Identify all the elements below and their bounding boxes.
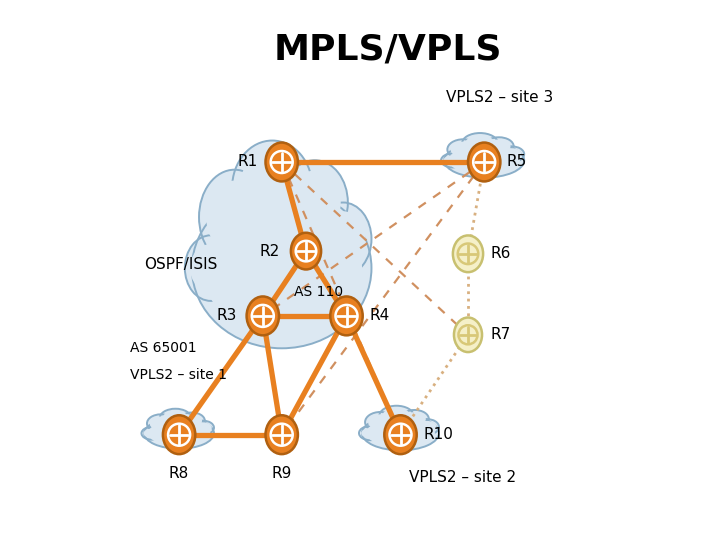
Ellipse shape (379, 406, 414, 426)
Text: VPLS2 – site 3: VPLS2 – site 3 (446, 90, 554, 105)
Text: VPLS2 – site 1: VPLS2 – site 1 (130, 368, 228, 382)
Ellipse shape (202, 202, 362, 334)
Ellipse shape (232, 140, 312, 235)
Ellipse shape (454, 318, 482, 352)
Ellipse shape (462, 133, 498, 153)
Ellipse shape (501, 148, 522, 160)
Text: R7: R7 (491, 327, 511, 342)
Ellipse shape (403, 412, 426, 426)
Ellipse shape (148, 421, 210, 446)
Ellipse shape (143, 429, 160, 438)
Ellipse shape (160, 409, 191, 427)
Ellipse shape (190, 244, 232, 292)
Text: R3: R3 (217, 308, 237, 323)
Ellipse shape (291, 233, 321, 269)
Text: R5: R5 (507, 154, 527, 170)
Ellipse shape (451, 141, 476, 157)
Ellipse shape (192, 421, 214, 435)
Text: R2: R2 (260, 244, 280, 259)
Ellipse shape (182, 415, 202, 427)
Text: R1: R1 (237, 154, 258, 170)
Ellipse shape (147, 414, 174, 433)
Ellipse shape (330, 296, 363, 335)
Ellipse shape (453, 235, 483, 272)
Ellipse shape (368, 414, 392, 430)
Text: AS 110: AS 110 (294, 285, 343, 299)
Ellipse shape (361, 428, 379, 438)
Ellipse shape (266, 143, 298, 181)
Ellipse shape (444, 156, 462, 166)
Ellipse shape (179, 413, 204, 429)
Text: MPLS/VPLS: MPLS/VPLS (274, 32, 502, 66)
Ellipse shape (384, 415, 417, 454)
Ellipse shape (468, 143, 500, 181)
Ellipse shape (199, 170, 270, 265)
Ellipse shape (246, 296, 279, 335)
Ellipse shape (441, 153, 464, 167)
Ellipse shape (449, 146, 520, 174)
Ellipse shape (206, 180, 263, 254)
Ellipse shape (144, 418, 214, 449)
Ellipse shape (400, 410, 429, 428)
Ellipse shape (194, 422, 212, 433)
Ellipse shape (163, 415, 195, 454)
Ellipse shape (365, 412, 395, 433)
Text: R4: R4 (369, 308, 390, 323)
Ellipse shape (484, 137, 513, 156)
Ellipse shape (382, 408, 410, 424)
Ellipse shape (362, 416, 439, 450)
Ellipse shape (282, 160, 348, 245)
Ellipse shape (163, 411, 189, 425)
Ellipse shape (359, 426, 382, 440)
Ellipse shape (239, 151, 305, 224)
Ellipse shape (141, 427, 162, 440)
Ellipse shape (465, 136, 495, 151)
Text: VPLS2 – site 2: VPLS2 – site 2 (409, 470, 516, 485)
Ellipse shape (366, 419, 435, 447)
Ellipse shape (447, 139, 479, 160)
Ellipse shape (150, 416, 172, 430)
Text: R10: R10 (423, 427, 453, 442)
Ellipse shape (415, 419, 439, 435)
Ellipse shape (487, 139, 510, 153)
Ellipse shape (266, 415, 298, 454)
Ellipse shape (185, 235, 237, 301)
Text: R9: R9 (271, 466, 292, 481)
Ellipse shape (444, 143, 524, 178)
Text: OSPF/ISIS: OSPF/ISIS (144, 257, 217, 272)
Ellipse shape (499, 146, 524, 162)
Ellipse shape (320, 211, 366, 267)
Ellipse shape (192, 188, 372, 348)
Text: AS 65001: AS 65001 (130, 341, 197, 355)
Ellipse shape (289, 171, 341, 234)
Ellipse shape (315, 202, 372, 275)
Text: R8: R8 (169, 466, 189, 481)
Ellipse shape (417, 421, 436, 433)
Text: R6: R6 (491, 246, 511, 261)
